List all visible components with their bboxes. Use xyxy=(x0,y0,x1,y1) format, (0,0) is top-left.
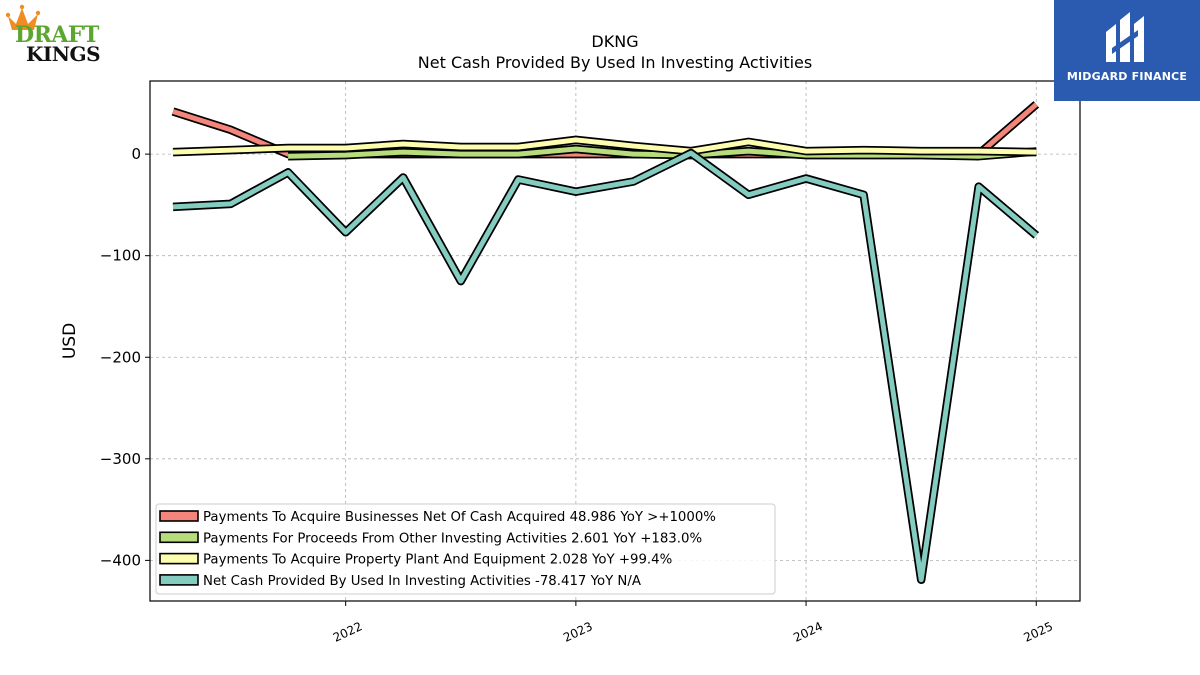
x-tick-label: 2024 xyxy=(791,619,825,645)
y-tick-label: −400 xyxy=(100,551,141,569)
midgard-finance-logo: MIDGARD FINANCE xyxy=(1054,0,1200,101)
x-tick-label: 2023 xyxy=(561,619,595,645)
x-tick-label: 2025 xyxy=(1021,619,1055,645)
series-lines xyxy=(171,101,1040,584)
y-tick-label: −300 xyxy=(100,450,141,468)
y-axis-label: USD xyxy=(60,323,80,359)
series-ppe xyxy=(172,135,1037,157)
x-tick-label: 2022 xyxy=(331,619,365,645)
series-line xyxy=(172,150,1038,583)
series-net_cash xyxy=(172,148,1040,584)
legend-swatch xyxy=(159,531,199,544)
legend: Payments To Acquire Businesses Net Of Ca… xyxy=(155,503,776,595)
y-tick-label: −200 xyxy=(100,348,141,366)
draftkings-logo-line2: KINGS xyxy=(26,42,101,66)
midgard-finance-text: MIDGARD FINANCE xyxy=(1066,70,1188,83)
legend-swatch xyxy=(159,574,199,586)
draftkings-logo: DRAFT KINGS xyxy=(6,4,122,66)
midgard-logo-icon xyxy=(1106,12,1144,62)
chart-title: DKNG xyxy=(591,32,638,51)
y-tick-label: 0 xyxy=(131,145,141,163)
legend-swatch xyxy=(159,510,199,522)
legend-label: Payments To Acquire Businesses Net Of Ca… xyxy=(203,510,716,525)
series-line xyxy=(172,137,1037,155)
legend-label: Net Cash Provided By Used In Investing A… xyxy=(203,574,641,589)
legend-swatch xyxy=(159,552,199,565)
crown-icon xyxy=(6,4,41,30)
chart-subtitle: Net Cash Provided By Used In Investing A… xyxy=(418,53,812,72)
legend-box xyxy=(155,503,776,595)
plot-frame xyxy=(149,80,1081,602)
y-tick-label: −100 xyxy=(100,247,141,265)
draftkings-logo-line1: DRAFT xyxy=(15,22,99,48)
legend-label: Payments For Proceeds From Other Investi… xyxy=(203,531,702,546)
legend-label: Payments To Acquire Property Plant And E… xyxy=(203,553,672,568)
